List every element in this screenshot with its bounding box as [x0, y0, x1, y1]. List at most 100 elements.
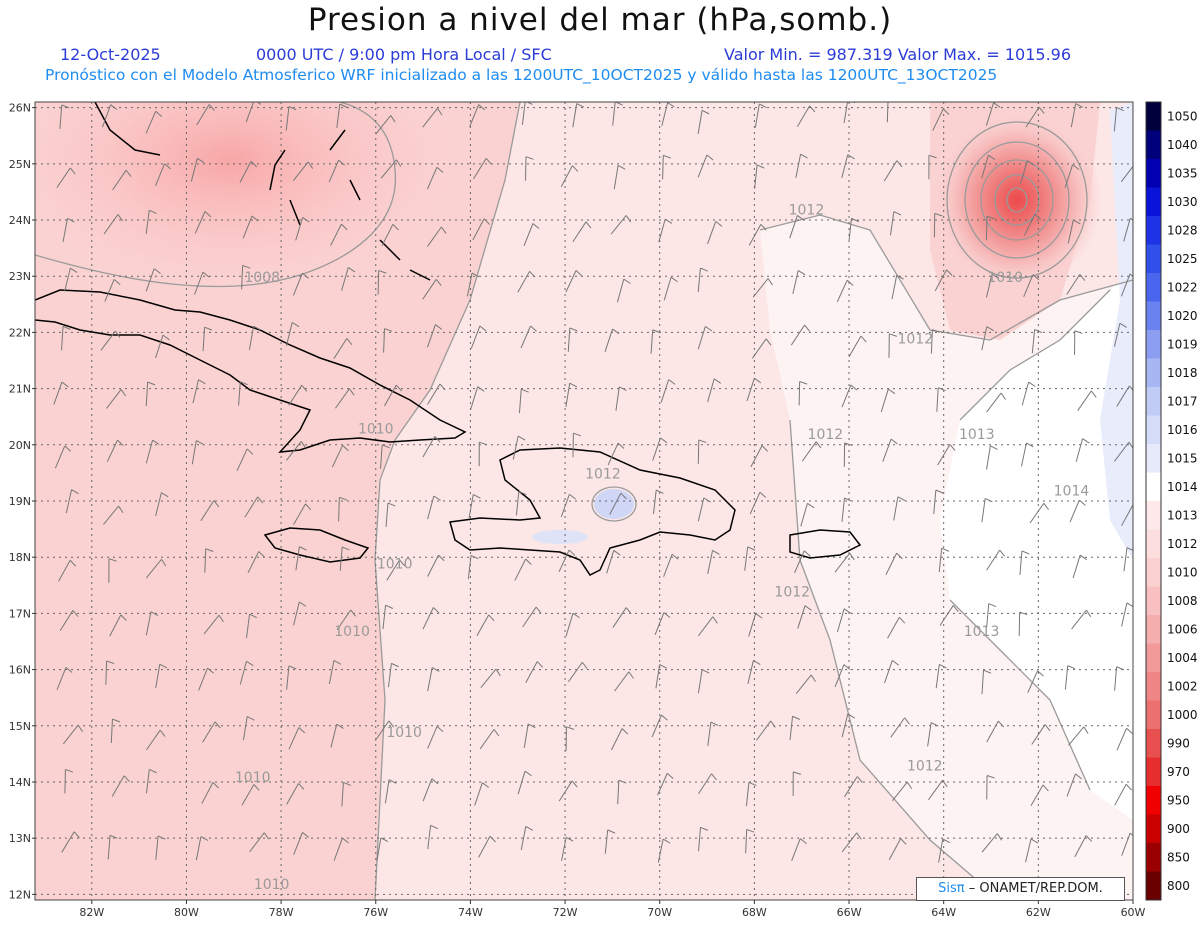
wind-barb — [239, 160, 258, 183]
wind-barb — [1027, 670, 1044, 693]
wind-barb — [888, 333, 898, 358]
wind-barb — [292, 161, 314, 182]
wind-barb — [558, 549, 576, 573]
colorbar-label: 990 — [1167, 736, 1190, 750]
lat-label: 21N — [9, 383, 31, 396]
wind-barb — [155, 492, 169, 517]
isobar-low-1 — [946, 121, 1088, 279]
wind-barb — [62, 217, 75, 243]
wind-barb — [338, 496, 348, 522]
wind-barb — [707, 221, 723, 245]
puerto-rico-coast — [789, 529, 862, 559]
wind-barb — [650, 329, 661, 354]
wind-barb — [986, 720, 1005, 743]
lat-label: 13N — [9, 832, 31, 845]
wind-barb — [1121, 504, 1133, 526]
wind-barb — [795, 674, 816, 694]
hispaniola-coast — [449, 447, 736, 576]
wind-barb — [1116, 385, 1133, 407]
colorbar-swatch — [1146, 330, 1161, 359]
colorbar-label: 1028 — [1167, 223, 1198, 237]
wind-barb — [111, 775, 130, 797]
wind-barb — [427, 725, 444, 749]
wind-barb — [244, 496, 264, 518]
wind-barb — [927, 722, 939, 747]
forecast-time: 0000 UTC / 9:00 pm Hora Local / SFC — [256, 45, 552, 64]
wind-barb — [1075, 438, 1090, 462]
wind-barb — [427, 383, 446, 405]
wind-barb — [657, 838, 671, 863]
wind-barb — [844, 776, 863, 798]
wind-barb — [292, 272, 309, 296]
wind-barb — [339, 546, 350, 571]
colorbar-label: 1014 — [1167, 480, 1198, 494]
wind-barb — [658, 218, 673, 243]
colorbar-swatch — [1146, 615, 1161, 644]
florida-coast — [94, 102, 161, 156]
wind-barb — [517, 270, 536, 293]
wind-barb — [937, 444, 956, 466]
wind-barb — [336, 609, 356, 631]
wind-barb — [891, 274, 904, 300]
colorbar-label: 1022 — [1167, 280, 1198, 294]
pressure-1014-region — [940, 270, 1133, 820]
wind-barb — [841, 713, 855, 738]
colorbar-swatch — [1146, 757, 1161, 787]
wind-barb — [651, 714, 668, 738]
wind-barb — [697, 267, 708, 292]
contour-label: 1010 — [377, 556, 413, 572]
colorbar-swatch — [1146, 700, 1161, 730]
wind-barb — [889, 211, 902, 236]
wind-barb — [934, 269, 953, 292]
wind-barb — [800, 502, 815, 527]
colorbar-swatch — [1146, 444, 1161, 473]
lon-label: 66W — [837, 906, 862, 919]
wind-barb — [1025, 838, 1039, 863]
wind-barb — [616, 278, 631, 303]
wind-barb — [194, 211, 212, 234]
wind-barb — [885, 552, 903, 575]
wind-barb — [797, 605, 812, 629]
wind-barb — [1066, 773, 1082, 797]
wind-barb — [427, 226, 447, 247]
wind-barb — [330, 723, 344, 748]
wind-barb — [888, 838, 907, 860]
wind-barb — [791, 838, 807, 862]
colorbar-swatch — [1146, 187, 1161, 217]
wind-barb — [890, 717, 910, 738]
wind-barb — [422, 778, 439, 802]
wind-barb — [103, 214, 124, 235]
wind-barb — [1077, 390, 1097, 411]
wind-barb — [145, 558, 167, 579]
wind-barb — [1114, 783, 1133, 806]
wind-barb — [468, 493, 481, 519]
wind-barb — [609, 492, 627, 515]
pressure-1008-region — [35, 102, 460, 290]
lat-label: 16N — [9, 664, 31, 677]
wind-barb — [746, 377, 762, 402]
isobar-low-4 — [994, 174, 1040, 226]
wind-barb — [341, 781, 352, 807]
wind-barb — [754, 103, 767, 128]
wind-barb — [286, 783, 305, 805]
wind-barb — [1021, 381, 1036, 406]
wind-barb — [191, 440, 204, 465]
wind-barb — [558, 780, 578, 802]
wind-barb — [613, 165, 626, 190]
wind-barb — [145, 381, 156, 406]
wind-barb — [146, 729, 166, 751]
colorbar-label: 1010 — [1167, 565, 1198, 579]
wind-barb — [376, 837, 389, 862]
wind-barb — [512, 435, 526, 460]
wind-barb — [196, 104, 215, 126]
wind-barb — [697, 616, 718, 637]
wind-barb — [101, 104, 118, 128]
wind-barb — [1020, 442, 1034, 467]
credit-box: Sisπ – ONAMET/REP.DOM. — [916, 877, 1125, 901]
wind-barb — [380, 159, 402, 179]
wind-barb — [523, 723, 536, 748]
cuba-coast — [35, 289, 467, 453]
wind-barb — [328, 159, 345, 183]
wind-barb — [697, 669, 710, 694]
wind-barb — [517, 770, 532, 795]
